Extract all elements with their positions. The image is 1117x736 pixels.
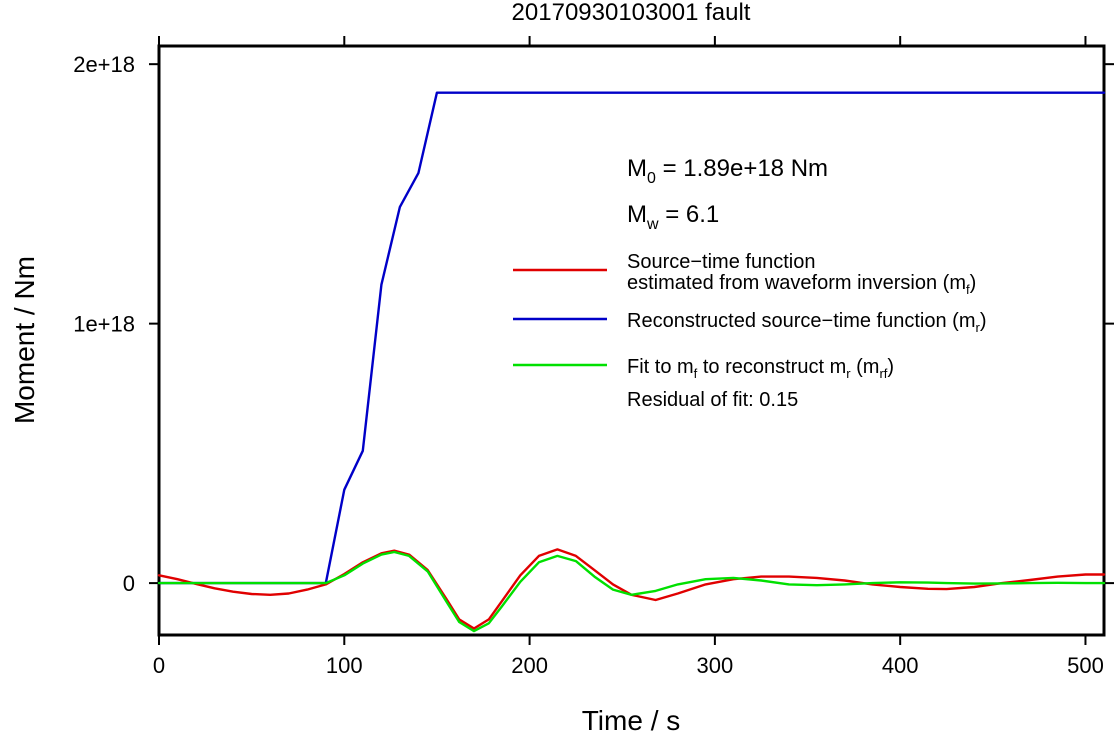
- residual-annotation: Residual of fit: 0.15: [627, 389, 798, 411]
- legend: Source−time function estimated from wave…: [513, 251, 987, 411]
- y-tick-label: 2e+18: [73, 52, 135, 77]
- legend-label-source-time-function-line2: estimated from waveform inversion (mf): [627, 272, 976, 297]
- x-tick-label: 300: [697, 653, 734, 678]
- tick-labels: 0 100 200 300 400 500 0 1e+18 2e+18: [73, 52, 1104, 678]
- x-tick-label: 500: [1067, 653, 1104, 678]
- y-tick-label: 1e+18: [73, 312, 135, 337]
- series-lines: [157, 91, 1106, 633]
- legend-label-fit: Fit to mf to reconstruct mr (mrf): [627, 356, 894, 381]
- x-tick-label: 200: [511, 653, 548, 678]
- series-fit-line: [157, 550, 1106, 633]
- legend-label-reconstructed: Reconstructed source−time function (mr): [627, 310, 987, 335]
- x-tick-label: 100: [326, 653, 363, 678]
- chart-title: 20170930103001 fault: [512, 0, 751, 26]
- series-source-time-function-line: [157, 548, 1106, 630]
- seismic-moment-annotation: M0 = 1.89e+18 Nm: [627, 155, 828, 187]
- x-tick-label: 0: [153, 653, 165, 678]
- x-axis-label: Time / s: [582, 705, 681, 736]
- y-axis-label: Moment / Nm: [9, 256, 40, 424]
- x-tick-label: 400: [882, 653, 919, 678]
- plot-frame: [157, 44, 1106, 637]
- axis-ticks: [149, 36, 1114, 645]
- series-reconstructed-line: [157, 91, 1106, 585]
- y-tick-label: 0: [123, 571, 135, 596]
- moment-magnitude-annotation: Mw = 6.1: [627, 201, 719, 233]
- legend-label-source-time-function-line1: Source−time function: [627, 251, 815, 273]
